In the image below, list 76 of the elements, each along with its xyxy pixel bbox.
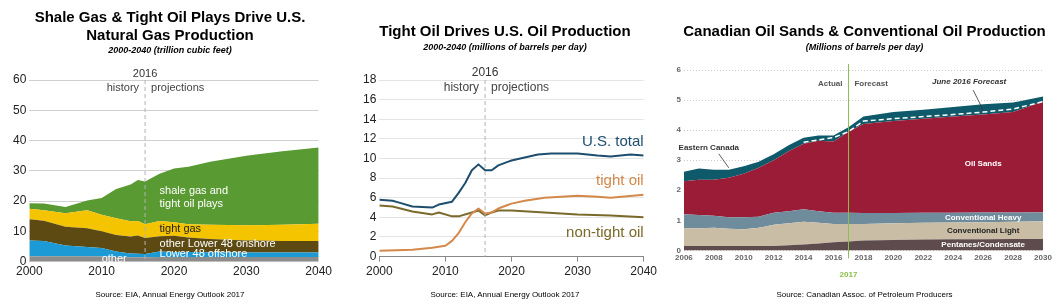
x-tick-label: 2024 bbox=[944, 253, 963, 263]
y-tick-label: 14 bbox=[362, 111, 377, 126]
x-tick-label: 2028 bbox=[1004, 253, 1023, 263]
y-tick-label: 2 bbox=[676, 185, 682, 195]
x-tick-label: 2016 bbox=[824, 253, 843, 263]
y-tick-label: 0 bbox=[676, 245, 682, 255]
x-tick-label: 2010 bbox=[88, 264, 116, 279]
y-tick-label: 4 bbox=[676, 125, 682, 135]
series-label: tight oil bbox=[596, 170, 644, 188]
x-tick-label: 2000 bbox=[366, 264, 394, 279]
y-tick-label: 1 bbox=[676, 215, 682, 225]
y-tick-label: 10 bbox=[362, 150, 377, 165]
chart-subtitle: 2000-2040 (millions of barrels per day) bbox=[422, 42, 588, 52]
annotation: history bbox=[443, 80, 480, 95]
x-tick-label: 2030 bbox=[564, 264, 592, 279]
y-tick-label: 20 bbox=[12, 193, 27, 208]
x-tick-label: 2040 bbox=[305, 264, 333, 279]
annotation: projections bbox=[151, 80, 205, 93]
x-tick-label: 2022 bbox=[914, 253, 933, 263]
annotation: Actual bbox=[818, 79, 843, 89]
x-tick-label: 2010 bbox=[432, 264, 460, 279]
chart-subtitle: 2000-2040 (trillion cubic feet) bbox=[107, 45, 233, 55]
x-tick-label: 2012 bbox=[764, 253, 784, 263]
ref-line-label: 2016 bbox=[471, 65, 499, 80]
series-label: Conventional Heavy bbox=[944, 212, 1022, 222]
y-tick-label: 30 bbox=[12, 163, 27, 178]
y-tick-label: 6 bbox=[369, 190, 377, 205]
x-tick-label: 2020 bbox=[884, 253, 903, 263]
y-tick-label: 5 bbox=[676, 95, 682, 105]
text: June 2016 Forecast bbox=[932, 77, 1007, 87]
x-tick-label: 2006 bbox=[675, 253, 694, 263]
series-label: other Lower 48 onshore bbox=[159, 236, 276, 249]
series-label: non-tight oil bbox=[566, 223, 644, 241]
ref-line-label: 2017 bbox=[839, 269, 858, 279]
x-tick-label: 2020 bbox=[498, 264, 526, 279]
series-label: U.S. total bbox=[581, 131, 644, 149]
chart-title: Canadian Oil Sands & Conventional Oil Production bbox=[682, 22, 1047, 40]
annotation: projections bbox=[491, 80, 550, 95]
y-tick-label: 4 bbox=[369, 209, 377, 224]
series-label: Pentanes/Condensate bbox=[941, 240, 1026, 250]
ref-line-label: 2016 bbox=[132, 66, 158, 79]
y-tick-label: 0 bbox=[369, 248, 377, 263]
series-label: shale gas and tight oil plays bbox=[159, 183, 229, 209]
x-tick-label: 2030 bbox=[1034, 253, 1053, 263]
line-series bbox=[802, 100, 1043, 143]
annotation: Forecast bbox=[854, 79, 889, 89]
x-tick-label: 2020 bbox=[160, 264, 188, 279]
y-tick-label: 6 bbox=[676, 65, 682, 75]
annotation: history bbox=[106, 80, 140, 93]
source-note: Source: EIA, Annual Energy Outlook 2017 bbox=[429, 290, 581, 299]
series-label: Oil Sands bbox=[964, 158, 1003, 168]
x-tick-label: 2040 bbox=[630, 264, 658, 279]
y-tick-label: 2 bbox=[369, 229, 377, 244]
x-tick-label: 2018 bbox=[854, 253, 873, 263]
y-tick-label: 8 bbox=[369, 170, 377, 185]
source-note: Source: Canadian Assoc. of Petroleum Producers bbox=[775, 290, 954, 299]
x-tick-label: 2010 bbox=[734, 253, 754, 263]
chart-subtitle: (Millions of barrels per day) bbox=[804, 42, 925, 52]
y-tick-label: 10 bbox=[12, 223, 27, 238]
x-tick-label: 2026 bbox=[974, 253, 993, 263]
x-tick-label: 2030 bbox=[232, 264, 260, 279]
y-tick-label: 60 bbox=[12, 72, 27, 87]
series-label: Eastern Canada bbox=[678, 143, 740, 153]
source-note: Source: EIA, Annual Energy Outlook 2017 bbox=[94, 290, 246, 299]
y-tick-label: 16 bbox=[362, 91, 377, 106]
y-tick-label: 12 bbox=[362, 131, 377, 146]
y-tick-label: 3 bbox=[676, 155, 682, 165]
x-tick-label: 2014 bbox=[794, 253, 814, 263]
y-tick-label: 50 bbox=[12, 102, 27, 117]
series-label: Conventional Light bbox=[946, 225, 1020, 235]
series-label: tight gas bbox=[159, 221, 202, 234]
chart-title: Tight Oil Drives U.S. Oil Production bbox=[378, 22, 632, 40]
y-tick-label: 18 bbox=[362, 72, 377, 87]
x-tick-label: 2008 bbox=[704, 253, 724, 263]
chart-title: Shale Gas & Tight Oil Plays Drive U.S. Natural Gas Production bbox=[33, 8, 307, 44]
y-tick-label: 40 bbox=[12, 132, 27, 147]
